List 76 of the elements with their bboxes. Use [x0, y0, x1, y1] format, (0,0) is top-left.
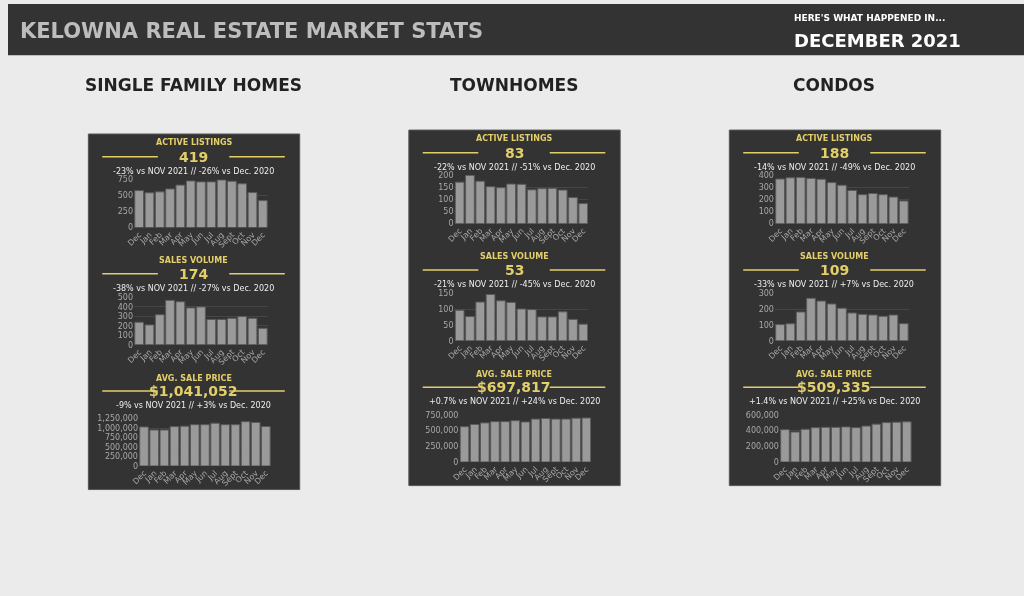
y-tick-label: 0 — [773, 457, 779, 467]
text: -9% vs NOV 2021 // +3% vs Dec. 2020 — [116, 401, 271, 410]
y-tick-label: 0 — [127, 223, 134, 233]
y-tick-label: 0 — [453, 457, 459, 467]
text: KELOWNA REAL ESTATE MARKET STATS — [20, 19, 484, 43]
y-tick-label: 200 — [758, 305, 774, 315]
text: -23% vs NOV 2021 // -26% vs Dec. 2020 — [113, 167, 275, 176]
chart-title: AVG. SALE PRICE — [476, 370, 552, 379]
text: SINGLE FAMILY HOMES — [85, 75, 303, 95]
chart-title: SALES VOLUME — [800, 252, 869, 261]
chart-subtitle: 53 — [505, 262, 525, 278]
chart-title: ACTIVE LISTINGS — [796, 134, 873, 143]
y-tick-label: 0 — [127, 340, 134, 350]
chart-subtitle: 174 — [179, 266, 209, 282]
y-tick-label: 500,000 — [104, 442, 138, 452]
text: -21% vs NOV 2021 // -45% vs Dec. 2020 — [434, 280, 596, 289]
text: +0.7% vs NOV 2021 // +24% vs Dec. 2020 — [429, 397, 601, 406]
text: DECEMBER 2021 — [794, 30, 961, 51]
y-tick-label: 100 — [758, 207, 774, 217]
chart-title: ACTIVE LISTINGS — [156, 138, 233, 147]
y-tick-label: 500,000 — [425, 426, 459, 436]
text: TOWNHOMES — [450, 75, 579, 95]
y-tick-label: 400 — [758, 171, 774, 181]
y-tick-label: 100 — [438, 305, 454, 315]
y-tick-label: 750,000 — [425, 410, 459, 420]
y-tick-label: 750,000 — [104, 433, 138, 443]
y-tick-label: 0 — [132, 461, 138, 471]
chart-subtitle: 419 — [179, 149, 209, 165]
y-tick-label: 150 — [438, 289, 454, 299]
y-tick-label: 50 — [443, 207, 454, 217]
y-tick-label: 400,000 — [745, 426, 779, 436]
chart-title: SALES VOLUME — [159, 256, 228, 265]
chart-subtitle: 83 — [505, 145, 525, 161]
chart-subtitle: 109 — [820, 262, 850, 278]
chart-subtitle: 188 — [820, 145, 850, 161]
text: +1.4% vs NOV 2021 // +25% vs Dec. 2020 — [749, 397, 921, 406]
text: -14% vs NOV 2021 // -49% vs Dec. 2020 — [754, 163, 916, 172]
y-tick-label: 300 — [758, 289, 774, 299]
chart-subtitle: $509,335 — [797, 379, 871, 395]
text: -22% vs NOV 2021 // -51% vs Dec. 2020 — [434, 163, 596, 172]
y-tick-label: 250,000 — [104, 452, 138, 462]
x-tick-label: Dec — [446, 343, 464, 362]
y-tick-label: 200,000 — [745, 442, 779, 452]
y-tick-label: 100 — [438, 195, 454, 205]
y-tick-label: 0 — [768, 219, 774, 229]
y-tick-label: 200 — [758, 195, 774, 205]
y-tick-label: 1,250,000 — [97, 414, 138, 424]
y-tick-label: 400 — [117, 302, 134, 312]
y-tick-label: 300 — [758, 183, 774, 193]
y-tick-label: 50 — [443, 320, 454, 330]
y-tick-label: 200 — [117, 321, 134, 331]
y-tick-label: 1,000,000 — [97, 423, 138, 433]
chart-subtitle: $697,817 — [477, 379, 551, 395]
y-tick-label: 100 — [758, 320, 774, 330]
y-tick-label: 750 — [117, 175, 134, 185]
chart-title: AVG. SALE PRICE — [796, 370, 872, 379]
text: -33% vs NOV 2021 // +7% vs Dec. 2020 — [754, 280, 914, 289]
y-tick-label: 500 — [117, 191, 134, 201]
y-tick-label: 0 — [448, 219, 454, 229]
y-tick-label: 250,000 — [425, 442, 459, 452]
y-tick-label: 600,000 — [745, 410, 779, 420]
y-tick-label: 500 — [117, 293, 134, 303]
text: CONDOS — [793, 75, 875, 95]
y-tick-label: 100 — [117, 331, 134, 341]
y-tick-label: 0 — [768, 336, 774, 346]
chart-title: SALES VOLUME — [480, 252, 549, 261]
chart-subtitle: $1,041,052 — [149, 383, 238, 399]
y-tick-label: 250 — [117, 207, 134, 217]
text: HERE'S WHAT HAPPENED IN... — [794, 13, 946, 23]
y-tick-label: 200 — [438, 171, 454, 181]
y-tick-label: 300 — [117, 312, 134, 322]
chart-title: AVG. SALE PRICE — [156, 374, 232, 383]
chart-title: ACTIVE LISTINGS — [476, 134, 553, 143]
text: -38% vs NOV 2021 // -27% vs Dec. 2020 — [113, 284, 275, 293]
y-tick-label: 0 — [448, 336, 454, 346]
y-tick-label: 150 — [438, 183, 454, 193]
